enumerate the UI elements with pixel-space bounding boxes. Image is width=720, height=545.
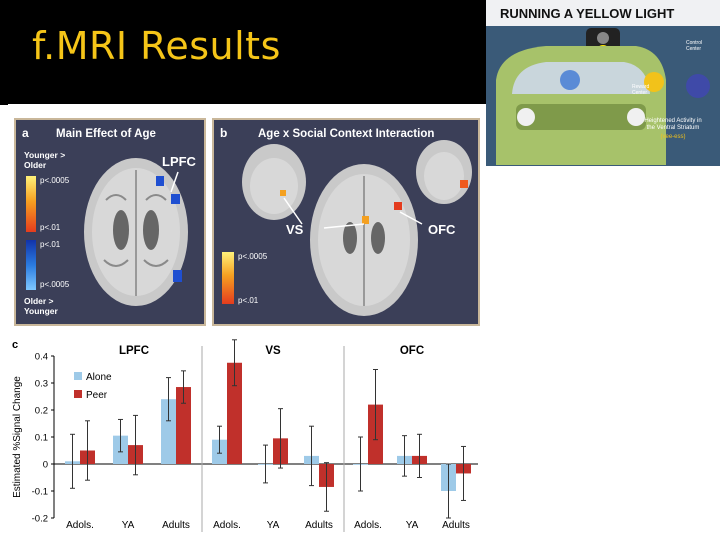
cartoon-label-reward: Reward Center — [632, 84, 650, 96]
cartoon-caption-sub: (vee-ess) — [660, 134, 686, 140]
y-tick-label: -0.1 — [32, 487, 48, 498]
activation-blob — [171, 194, 180, 204]
activation-blob — [394, 202, 402, 210]
y-tick-label: 0.1 — [35, 433, 48, 444]
p-label-hot-low: p<.01 — [40, 223, 61, 232]
panel-b-title: Age x Social Context Interaction — [258, 128, 435, 140]
region-label-lpfc: LPFC — [162, 154, 196, 169]
signal-change-chart: c Estimated %Signal Change -0.2 -0.1 0 0.1 0.2… — [0, 334, 480, 540]
p-label-cold-low: p<.01 — [40, 240, 61, 249]
driver-icon — [560, 70, 580, 90]
panel-a-label: a — [22, 126, 29, 140]
panel-a: a Main Effect of Age Younger > Older p<.… — [14, 118, 206, 326]
x-tick-label: Adults — [442, 520, 470, 531]
legend-younger-older: Younger > Older — [24, 150, 66, 170]
panel-b-label: b — [220, 126, 228, 140]
cartoon-label-control: Control Center — [686, 40, 703, 52]
brain-icon — [686, 74, 710, 98]
bar-alone — [161, 399, 176, 464]
yellow-light-cartoon: RUNNING A YELLOW LIGHT Control Center Re… — [486, 0, 720, 166]
hot-colorbar-b — [222, 252, 234, 304]
x-tick-label: YA — [406, 520, 419, 531]
x-tick-label: Adols. — [66, 520, 94, 531]
panel-a-title: Main Effect of Age — [56, 128, 156, 140]
y-tick-label: 0 — [43, 460, 48, 471]
legend-swatch-peer — [74, 390, 82, 398]
x-tick-label: YA — [267, 520, 280, 531]
panel-a-brain — [26, 158, 188, 306]
legend-label: Peer — [86, 390, 108, 401]
y-tick-label: 0.3 — [35, 379, 48, 390]
region-label-ofc: OFC — [428, 222, 456, 237]
x-tick-label: Adults — [305, 520, 333, 531]
panel-b-brains — [222, 140, 472, 316]
activation-blob — [460, 180, 468, 188]
cartoon-title: RUNNING A YELLOW LIGHT — [500, 6, 675, 21]
bar-peer — [227, 362, 242, 464]
panel-b: b Age x Social Context Interaction VS OF… — [212, 118, 480, 326]
x-tick-label: YA — [122, 520, 135, 531]
panel-c-label: c — [12, 339, 18, 351]
x-tick-label: Adols. — [354, 520, 382, 531]
activation-blob — [362, 216, 369, 224]
y-tick-label: -0.2 — [32, 514, 48, 525]
x-tick-label: Adults — [162, 520, 190, 531]
y-tick-label: 0.2 — [35, 406, 48, 417]
legend-label: Alone — [86, 372, 112, 383]
bar-peer — [176, 387, 191, 464]
legend-swatch-alone — [74, 372, 82, 380]
subplot-title: LPFC — [119, 345, 149, 357]
p-label-b-high: p<.0005 — [238, 252, 268, 261]
x-tick-label: Adols. — [213, 520, 241, 531]
legend-older-younger: Older > Younger — [24, 296, 58, 316]
chart-svg: c Estimated %Signal Change -0.2 -0.1 0 0.1 0.2… — [12, 339, 478, 532]
cold-colorbar — [26, 240, 36, 290]
region-label-vs: VS — [286, 222, 304, 237]
subplot-title: OFC — [400, 345, 424, 357]
activation-blob — [173, 270, 182, 282]
activation-blob — [156, 176, 164, 186]
activation-blob — [280, 190, 286, 196]
p-label-cold-high: p<.0005 — [40, 280, 70, 289]
slide-title: f.MRI Results — [32, 24, 281, 68]
p-label-b-low: p<.01 — [238, 296, 259, 305]
cartoon-header — [486, 0, 720, 26]
hot-colorbar — [26, 176, 36, 232]
subplot-title: VS — [265, 345, 281, 357]
cartoon-caption: Heightened Activity in the Ventral Stria… — [644, 118, 702, 131]
p-label-hot-high: p<.0005 — [40, 176, 70, 185]
sun-icon — [644, 72, 664, 92]
content-edge — [8, 104, 486, 110]
y-tick-label: 0.4 — [35, 352, 48, 363]
cartoon-illustration — [496, 28, 710, 165]
y-axis-label: Estimated %Signal Change — [12, 376, 23, 498]
